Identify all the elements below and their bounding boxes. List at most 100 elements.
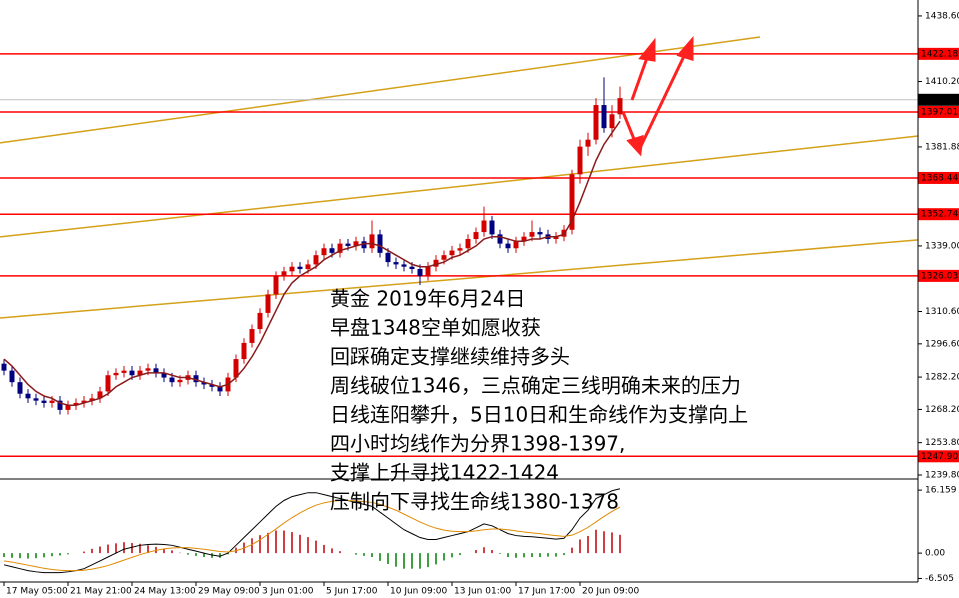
candle-body — [25, 393, 31, 399]
candle-body — [129, 370, 135, 376]
candle-body — [585, 139, 591, 147]
y-tick-label: 1268.20 — [925, 405, 959, 415]
candle-body — [569, 174, 575, 230]
level-tag — [918, 269, 959, 282]
candle-body — [281, 271, 287, 276]
x-tick-label: 17 May 05:00 — [6, 587, 68, 597]
candle-body — [17, 382, 23, 394]
annotation-line: 回踩确定支撑继续维持多头 — [330, 345, 570, 369]
candle-body — [177, 379, 183, 383]
candle-body — [361, 241, 367, 249]
y-tick-label: 1253.80 — [925, 438, 959, 448]
candle-body — [41, 400, 47, 403]
level-tag — [918, 47, 959, 60]
candle-body — [337, 243, 343, 253]
annotation-line: 支撑上升寻找1422-1424 — [330, 461, 559, 485]
level-tag — [918, 208, 959, 221]
level-tag — [918, 105, 959, 118]
y-tick-label: -6.505 — [925, 574, 954, 584]
arrow-head — [676, 35, 694, 62]
indicator-line — [3, 499, 621, 572]
candle-body — [329, 248, 335, 253]
y-tick-label: 1339.00 — [925, 241, 959, 251]
level-label: 1326.03 — [921, 271, 958, 281]
candle-body — [505, 243, 511, 249]
candle-body — [297, 266, 303, 270]
arrow-head — [638, 37, 656, 62]
y-tick-label: 1310.60 — [925, 307, 959, 317]
candle-body — [305, 264, 311, 270]
y-tick-label: 1239.80 — [925, 470, 959, 480]
candle-body — [241, 342, 247, 360]
candle-body — [97, 391, 103, 399]
candle-body — [593, 105, 599, 140]
candle-body — [601, 105, 607, 129]
annotation-line: 压制向下寻找生命线1380-1378 — [330, 490, 619, 514]
annotation-line: 四小时均线作为分界1398-1397, — [330, 432, 625, 456]
candle-body — [577, 146, 583, 175]
trendline — [0, 36, 761, 144]
level-label: 1368.44 — [921, 173, 958, 183]
candle-body — [169, 377, 175, 383]
x-tick-label: 13 Jun 01:00 — [454, 587, 511, 597]
level-label: 1397.01 — [921, 107, 958, 117]
level-label: 1247.90 — [921, 452, 958, 462]
candle-body — [465, 239, 471, 249]
candle-body — [313, 255, 319, 265]
candle-body — [553, 236, 559, 239]
y-tick-label: 1296.60 — [925, 339, 959, 349]
candle-body — [233, 359, 239, 378]
candle-body — [113, 372, 119, 376]
candle-body — [9, 370, 15, 383]
candle-body — [57, 400, 63, 410]
annotation-line: 早盘1348空单如愿收获 — [330, 316, 541, 340]
y-tick-label: 1381.88 — [925, 142, 959, 152]
candle-body — [257, 312, 263, 330]
candle-body — [65, 405, 71, 410]
candle-body — [521, 236, 527, 242]
candle-body — [401, 264, 407, 267]
y-tick-label: 16.159 — [925, 486, 957, 496]
candle-body — [449, 250, 455, 256]
candle-body — [105, 375, 111, 392]
trendline — [0, 135, 919, 238]
indicator-line — [3, 488, 621, 574]
candle-body — [353, 241, 359, 246]
x-tick-label: 3 Jun 01:00 — [262, 587, 314, 597]
candle-body — [161, 372, 167, 378]
candle-body — [33, 398, 39, 401]
x-tick-label: 29 May 09:00 — [198, 587, 260, 597]
candle-body — [481, 220, 487, 233]
y-tick-label: 1438.60 — [925, 11, 959, 21]
candle-body — [153, 368, 159, 373]
candle-body — [217, 386, 223, 392]
level-label: 1422.18 — [921, 49, 958, 59]
candle-body — [473, 232, 479, 239]
candle-body — [377, 234, 383, 253]
level-label: 1352.74 — [921, 210, 958, 220]
candle-body — [529, 232, 535, 237]
level-tag — [918, 171, 959, 184]
x-tick-label: 5 Jun 17:00 — [326, 587, 378, 597]
candle-body — [145, 368, 151, 371]
candle-body — [617, 98, 623, 115]
candle-body — [497, 234, 503, 244]
candle-body — [417, 269, 423, 276]
candle-body — [209, 384, 215, 387]
candle-body — [513, 241, 519, 249]
candle-body — [265, 294, 271, 313]
candle-body — [249, 329, 255, 343]
y-tick-label: 1410.20 — [925, 77, 959, 87]
candle-body — [81, 400, 87, 403]
candle-body — [201, 382, 207, 385]
arrow — [630, 54, 650, 101]
candle-body — [609, 114, 615, 129]
annotation-line: 黄金 2019年6月24日 — [330, 287, 525, 311]
last-price-tag — [918, 93, 959, 106]
arrow — [638, 51, 688, 149]
candle-body — [121, 370, 127, 373]
candle-body — [89, 398, 95, 401]
moving-average — [3, 120, 621, 407]
